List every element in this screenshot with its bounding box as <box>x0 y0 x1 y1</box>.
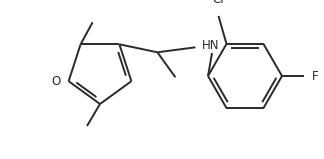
Text: F: F <box>312 69 318 83</box>
Text: Cl: Cl <box>213 0 224 6</box>
Text: HN: HN <box>202 39 219 52</box>
Text: O: O <box>52 75 61 88</box>
